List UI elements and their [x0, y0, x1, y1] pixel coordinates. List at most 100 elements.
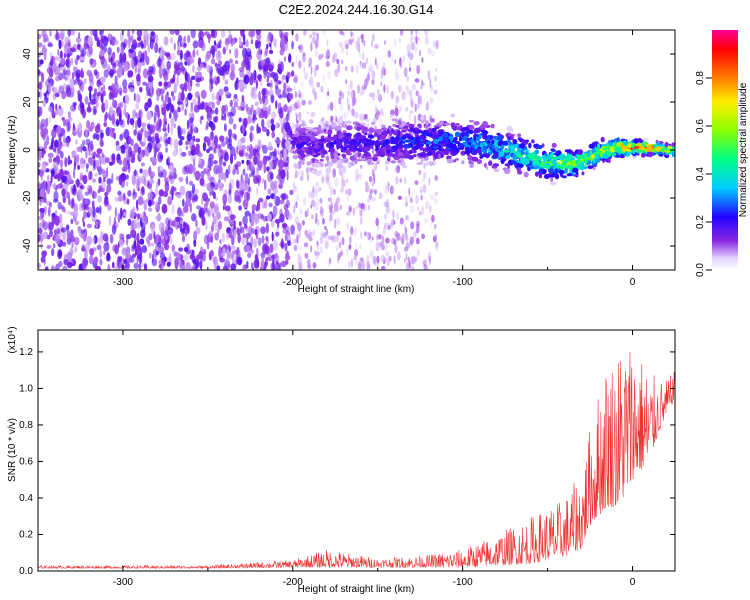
spectrogram-cell	[246, 116, 252, 125]
spectrogram-cell	[148, 127, 152, 137]
spectrogram-cell	[603, 147, 608, 151]
spectrogram-cell	[494, 146, 500, 152]
spectrogram-cell	[94, 124, 101, 134]
spectrogram-cell	[394, 167, 397, 173]
spectrogram-cell	[210, 122, 216, 131]
spectrogram-cell	[177, 127, 183, 137]
spectrogram-cell	[123, 265, 126, 270]
colorbar-label: Normalized spectral amplitude	[738, 82, 749, 217]
spectrogram-cell	[93, 69, 98, 76]
spectrogram-cell	[47, 174, 50, 182]
spectrogram-cell	[319, 205, 324, 215]
spectrogram-cell	[143, 135, 147, 145]
spectrogram-cell	[608, 157, 611, 164]
spectrogram-cell	[170, 117, 174, 127]
spectrogram-cell	[338, 97, 342, 105]
spectrogram-cell	[298, 89, 301, 95]
spectrogram-cell	[585, 156, 593, 161]
spectrogram-cell	[208, 230, 214, 237]
spectrogram-cell	[158, 259, 165, 266]
spectrogram-cell	[375, 62, 379, 70]
spectrogram-cell	[446, 158, 454, 164]
spectrogram-cell	[53, 61, 57, 70]
spectrogram-cell	[65, 210, 71, 215]
spectrogram-cell	[106, 178, 112, 186]
spectrogram-cell	[435, 126, 440, 129]
spectrogram-cell	[293, 238, 297, 244]
spectrogram-cell	[241, 94, 245, 103]
spectrogram-cell	[89, 248, 95, 256]
spectrogram-cell	[229, 49, 232, 54]
spectrogram-cell	[553, 159, 556, 163]
spectrogram-cell	[349, 108, 352, 113]
spectrogram-cell	[395, 136, 400, 142]
spectrogram-cell	[201, 196, 204, 206]
spectrogram-cell	[599, 152, 603, 158]
spectrogram-cell	[184, 71, 189, 82]
spectrogram-cell	[249, 213, 252, 223]
spectrogram-cell	[326, 39, 329, 46]
spectrogram-cell	[248, 60, 251, 72]
spectrogram-cell	[346, 247, 349, 256]
spectrogram-cell	[254, 228, 258, 236]
spectrogram-cell	[170, 125, 173, 136]
spectrogram-cell	[586, 153, 591, 157]
spectrogram-cell	[336, 159, 343, 165]
spectrogram-cell	[397, 195, 402, 200]
spectrogram-cell	[60, 30, 65, 39]
spectrogram-cell	[647, 151, 653, 158]
spectrogram-cell	[284, 242, 288, 252]
spectrogram-cell	[551, 142, 557, 148]
spectrogram-cell	[225, 258, 230, 265]
spectrogram-cell	[264, 244, 270, 254]
spectrogram-cell	[438, 135, 443, 142]
spectrogram-cell	[374, 44, 379, 49]
spectrogram-cell	[423, 114, 427, 123]
spectrogram-cell	[215, 257, 218, 267]
spectrogram-cell	[42, 231, 49, 240]
spectrogram-cell	[391, 218, 395, 226]
spectrogram-cell	[432, 131, 437, 135]
spectrogram-cell	[399, 132, 403, 138]
spectrogram-cell	[190, 75, 196, 80]
spectrogram-cell	[633, 138, 639, 144]
spectrogram-cell	[151, 125, 155, 136]
spectrogram-cell	[388, 140, 392, 144]
spectrogram-cell	[360, 202, 365, 210]
spectrogram-cell	[164, 121, 168, 125]
spectrogram-cell	[62, 231, 67, 242]
spectrogram-cell	[39, 207, 46, 213]
spectrogram-cell	[185, 145, 189, 150]
spectrogram-cell	[315, 182, 320, 187]
spectrogram-cell	[397, 159, 402, 164]
spectrogram-cell	[202, 251, 206, 262]
spectrogram-cell	[258, 65, 263, 70]
spectrogram-cell	[421, 131, 426, 138]
spectrogram-cell	[360, 125, 365, 130]
spectrogram-cell	[371, 168, 375, 177]
spectrogram-cell	[432, 145, 439, 149]
spectrogram-cell	[195, 219, 198, 228]
spectrogram-cell	[74, 220, 80, 226]
spectrogram-cell	[159, 154, 164, 160]
spectrogram-cell	[301, 99, 306, 106]
spectrogram-cell	[325, 228, 329, 236]
spectrogram-cell	[98, 176, 102, 184]
spectrogram-cell	[181, 86, 184, 94]
spectrogram-cell	[277, 67, 282, 74]
spectrogram-cell	[382, 61, 386, 68]
spectrogram-cell	[330, 156, 335, 159]
spectrogram-cell	[416, 93, 421, 98]
spectrogram-cell	[349, 155, 356, 161]
spectrogram-cell	[538, 168, 543, 174]
spectrogram-cell	[468, 129, 474, 135]
spectrogram-cell	[465, 130, 469, 136]
spectrogram-cell	[300, 80, 304, 88]
spectrogram-cell	[395, 95, 400, 104]
spectrogram-cell	[343, 143, 347, 147]
spectrogram-cell	[175, 190, 178, 197]
spectrogram-cell	[115, 175, 120, 181]
spectrogram-cell	[565, 157, 570, 161]
spectrogram-cell	[47, 43, 54, 48]
spectrogram-cell	[256, 186, 259, 196]
